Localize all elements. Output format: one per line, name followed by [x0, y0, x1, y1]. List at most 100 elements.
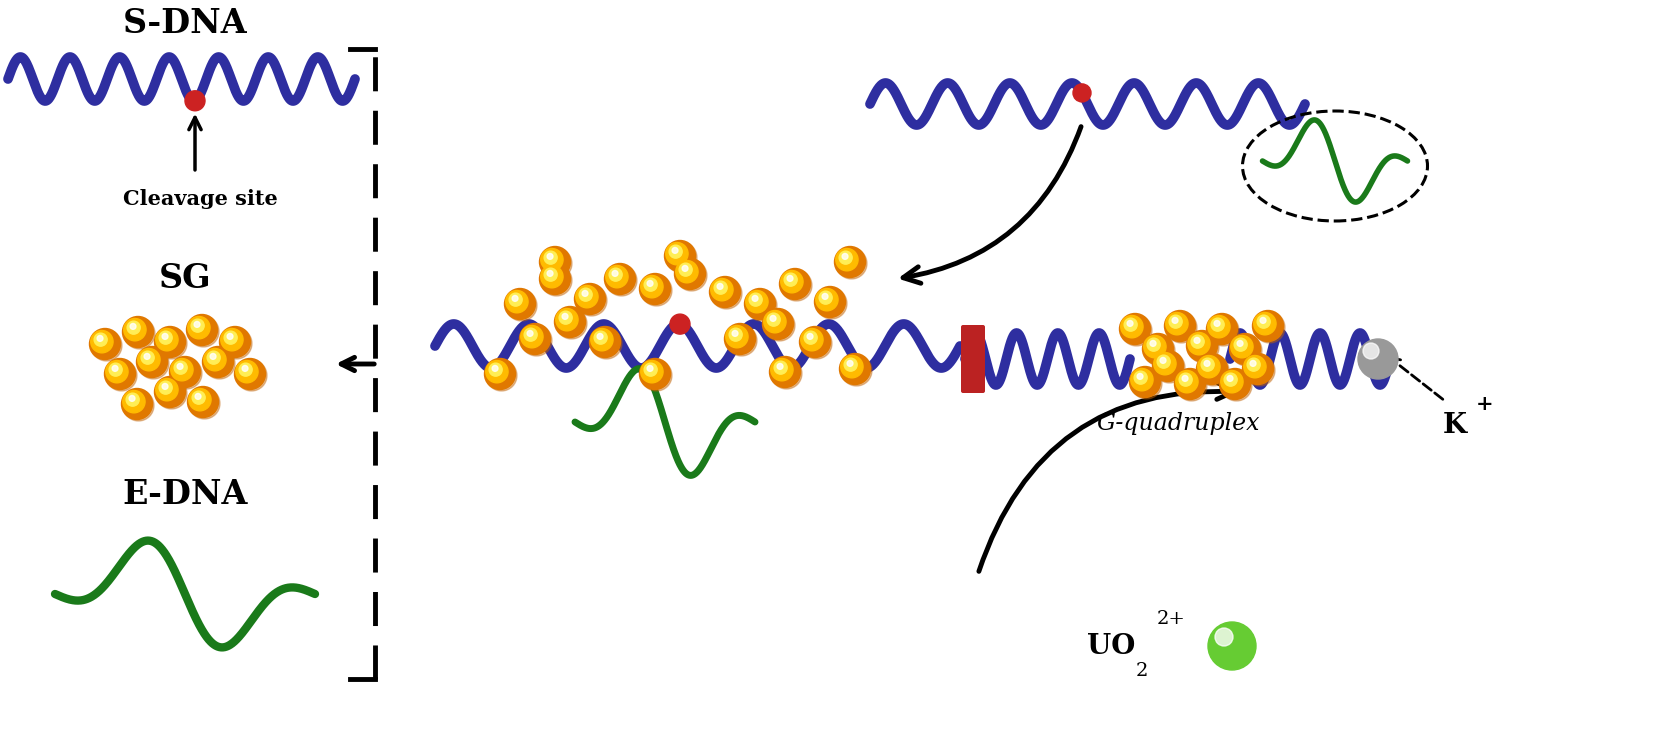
Circle shape	[710, 277, 740, 308]
Circle shape	[1175, 371, 1199, 393]
Circle shape	[90, 329, 120, 360]
Circle shape	[540, 247, 570, 277]
Circle shape	[540, 266, 563, 288]
Circle shape	[747, 290, 777, 321]
Circle shape	[123, 390, 145, 413]
Circle shape	[1234, 338, 1247, 351]
Circle shape	[1260, 318, 1265, 324]
FancyBboxPatch shape	[960, 325, 985, 393]
Circle shape	[842, 253, 849, 259]
Circle shape	[1207, 313, 1237, 344]
Circle shape	[800, 327, 830, 357]
Circle shape	[815, 286, 845, 318]
Circle shape	[227, 333, 233, 339]
Circle shape	[520, 324, 550, 355]
Circle shape	[122, 316, 153, 347]
Circle shape	[675, 261, 698, 283]
Circle shape	[732, 330, 738, 336]
Circle shape	[1172, 318, 1179, 324]
Circle shape	[492, 366, 498, 371]
Circle shape	[835, 248, 867, 279]
Circle shape	[1182, 376, 1189, 382]
Circle shape	[782, 270, 812, 301]
Circle shape	[505, 291, 528, 313]
Circle shape	[172, 358, 202, 389]
Circle shape	[605, 264, 635, 294]
Circle shape	[800, 329, 823, 351]
Circle shape	[640, 358, 670, 390]
Circle shape	[130, 324, 137, 330]
Circle shape	[170, 357, 200, 388]
Circle shape	[527, 330, 533, 336]
Circle shape	[242, 366, 248, 371]
Circle shape	[547, 271, 553, 276]
Circle shape	[128, 396, 135, 401]
Circle shape	[682, 266, 688, 272]
Circle shape	[1247, 358, 1260, 371]
Circle shape	[1189, 333, 1210, 355]
Circle shape	[138, 349, 160, 371]
Circle shape	[817, 288, 847, 319]
Circle shape	[763, 310, 787, 333]
Circle shape	[1130, 366, 1160, 398]
Circle shape	[210, 354, 217, 360]
Circle shape	[647, 366, 653, 371]
Circle shape	[612, 271, 618, 276]
Circle shape	[187, 314, 217, 346]
Circle shape	[835, 249, 859, 271]
Circle shape	[1120, 313, 1150, 344]
Text: 2: 2	[1135, 662, 1149, 680]
Circle shape	[1250, 360, 1255, 366]
Circle shape	[675, 258, 705, 289]
Circle shape	[195, 393, 202, 399]
Circle shape	[1215, 628, 1234, 646]
Circle shape	[678, 264, 692, 276]
Circle shape	[582, 291, 588, 297]
Circle shape	[1130, 368, 1154, 390]
Circle shape	[677, 260, 707, 291]
Circle shape	[840, 354, 870, 385]
Circle shape	[1175, 368, 1205, 399]
Circle shape	[138, 348, 168, 379]
Circle shape	[1199, 355, 1220, 378]
Circle shape	[543, 251, 557, 264]
Circle shape	[90, 330, 113, 353]
Text: UO: UO	[1087, 633, 1135, 660]
Circle shape	[1165, 310, 1195, 341]
Circle shape	[185, 91, 205, 111]
Circle shape	[105, 360, 128, 383]
Circle shape	[670, 314, 690, 334]
Circle shape	[642, 360, 672, 391]
Circle shape	[487, 360, 517, 391]
Circle shape	[777, 363, 783, 369]
Circle shape	[847, 360, 854, 366]
Circle shape	[608, 268, 622, 281]
Circle shape	[1224, 373, 1237, 386]
Circle shape	[590, 329, 613, 351]
Circle shape	[177, 363, 183, 369]
Circle shape	[1230, 335, 1262, 366]
Circle shape	[108, 363, 122, 376]
Circle shape	[1192, 335, 1204, 348]
Circle shape	[1199, 355, 1229, 386]
Circle shape	[123, 390, 153, 421]
Circle shape	[835, 247, 865, 277]
Circle shape	[713, 281, 727, 294]
Circle shape	[512, 296, 518, 302]
Text: G-quadruplex: G-quadruplex	[1097, 413, 1260, 435]
Circle shape	[238, 363, 252, 376]
Circle shape	[818, 291, 832, 304]
Circle shape	[1179, 373, 1192, 386]
Circle shape	[578, 288, 592, 301]
Text: S-DNA: S-DNA	[123, 7, 247, 40]
Circle shape	[815, 288, 839, 310]
Circle shape	[543, 268, 557, 281]
Circle shape	[1214, 321, 1220, 327]
Circle shape	[222, 328, 252, 359]
Circle shape	[220, 329, 243, 351]
Circle shape	[822, 294, 828, 299]
Circle shape	[575, 283, 605, 314]
Circle shape	[787, 275, 793, 281]
Circle shape	[112, 366, 118, 371]
Circle shape	[1220, 370, 1252, 401]
